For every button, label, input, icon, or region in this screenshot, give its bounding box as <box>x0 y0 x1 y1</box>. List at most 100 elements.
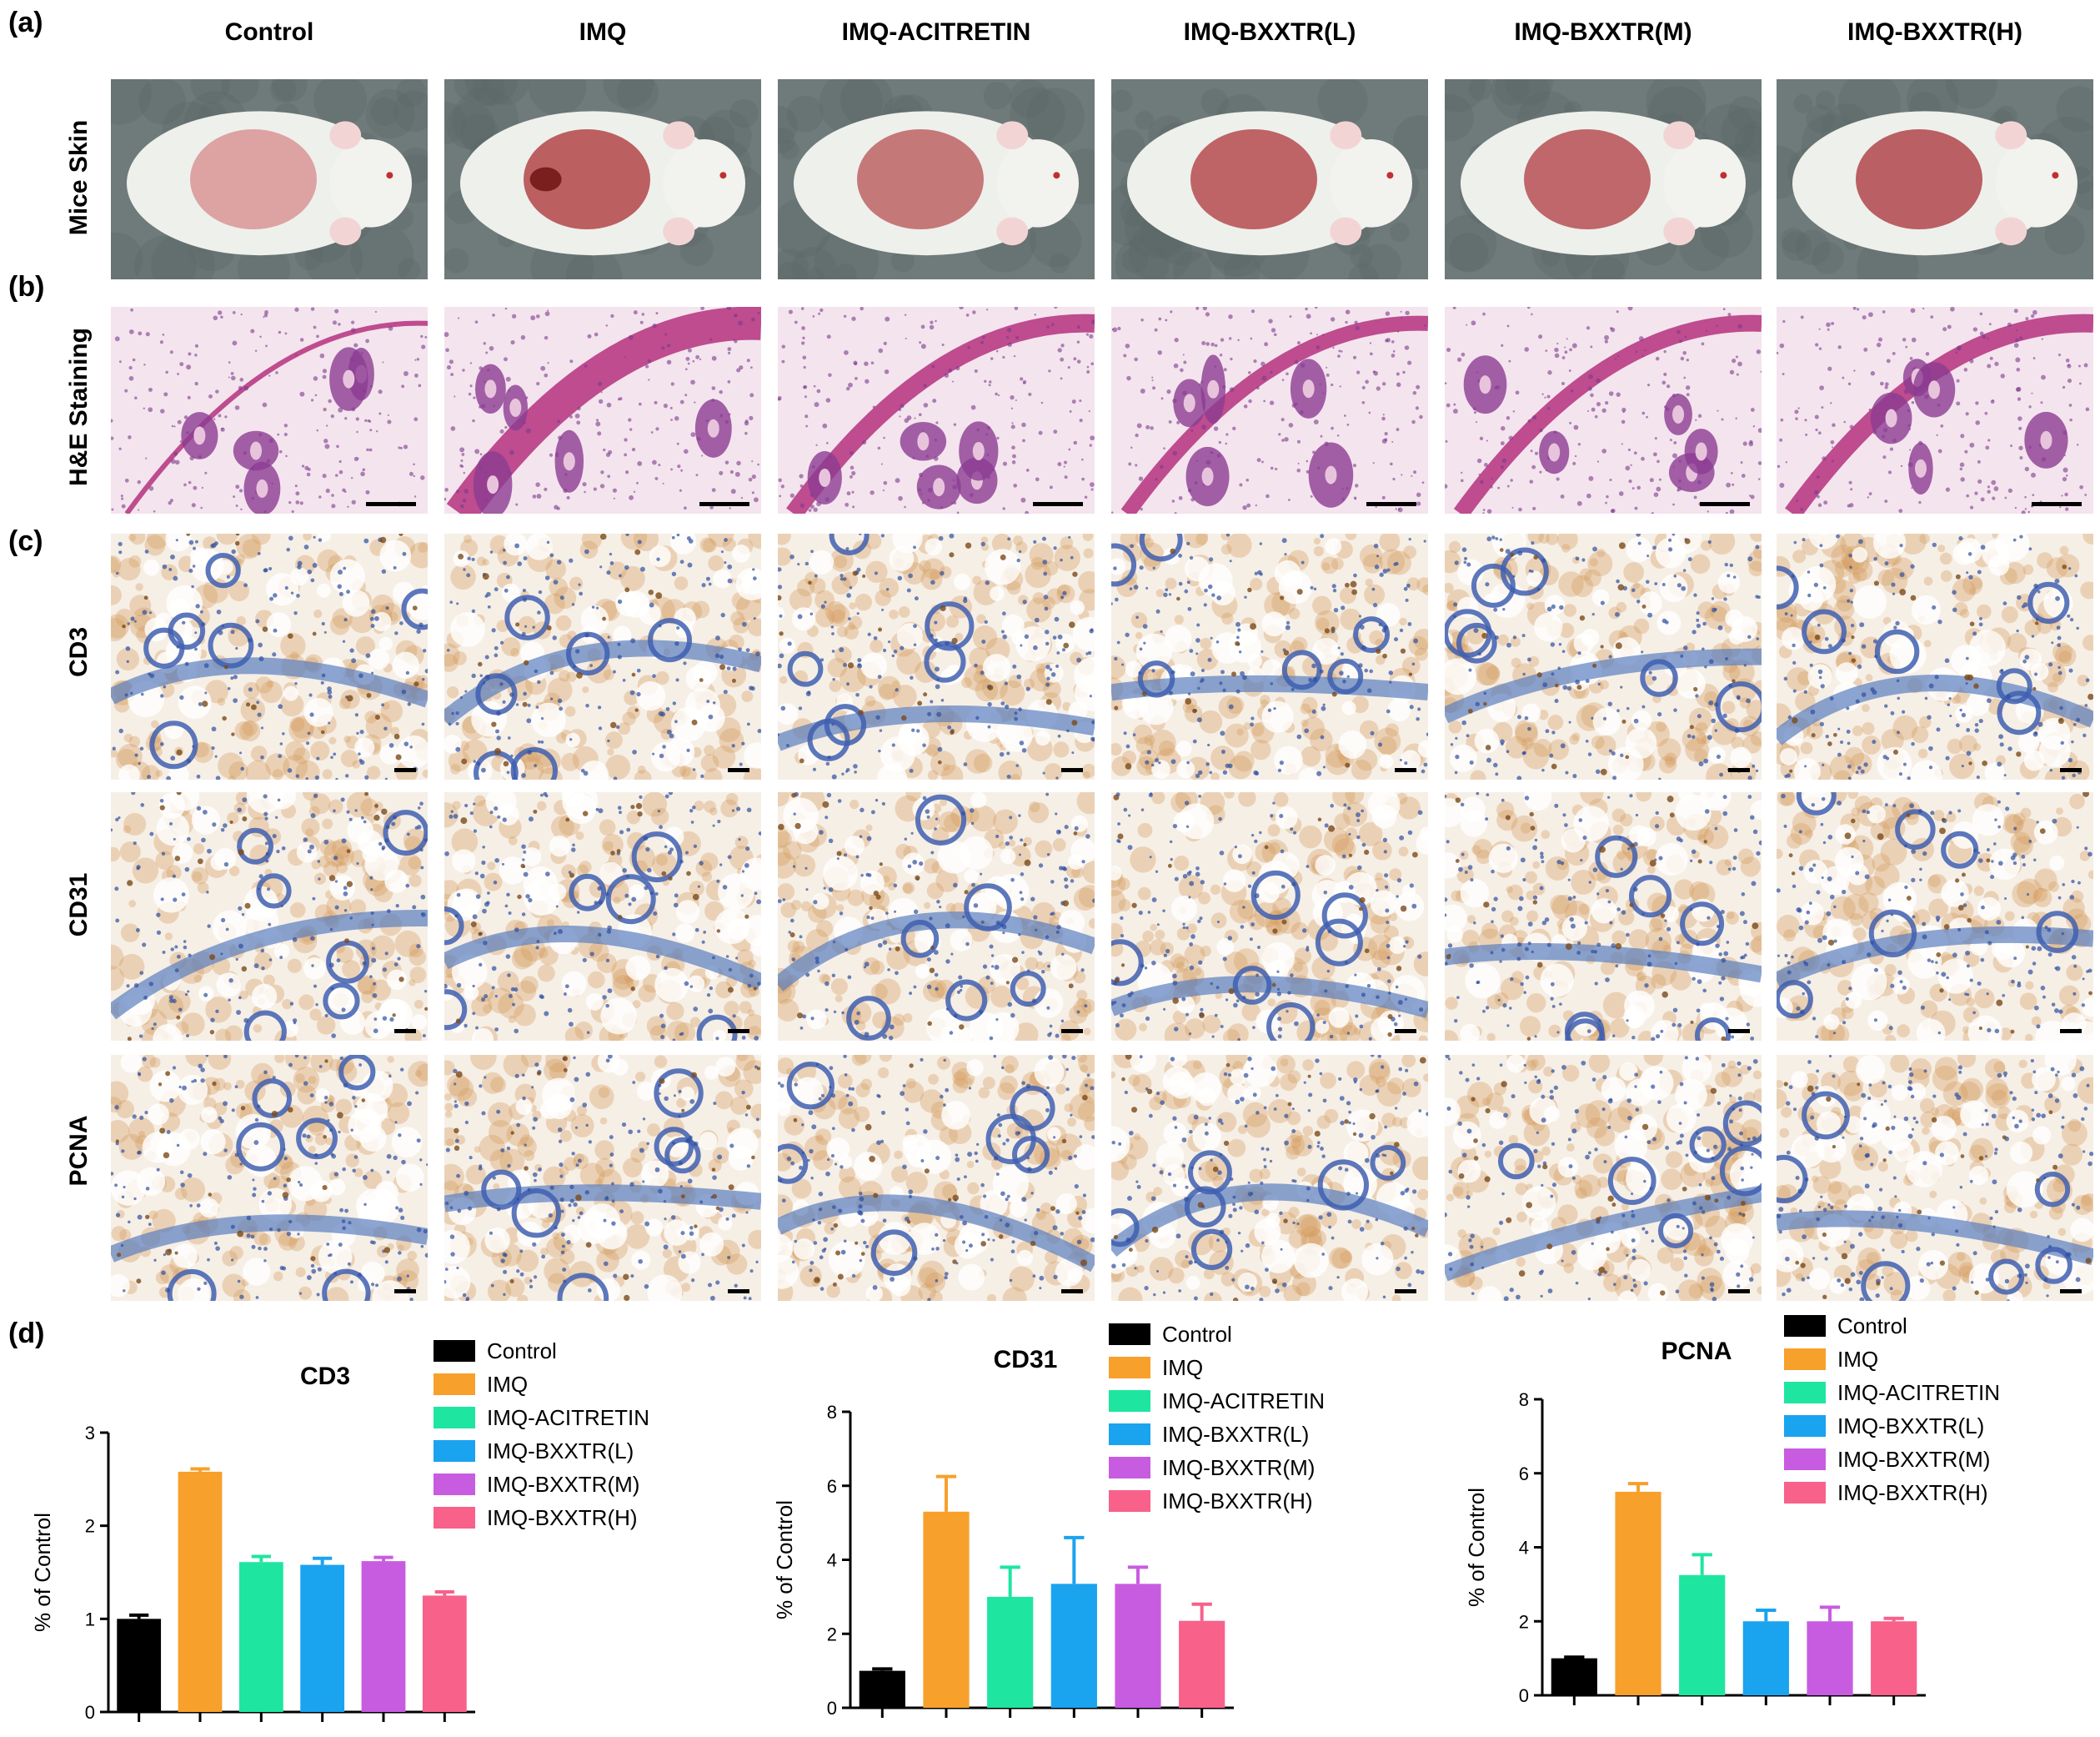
legend-label: IMQ-BXXTR(M) <box>1837 1447 1990 1473</box>
legend-item: IMQ <box>434 1368 649 1401</box>
mouse-photo <box>111 79 428 279</box>
mouse-photo <box>1777 79 2093 279</box>
cd31-ihc-micrograph <box>111 792 428 1041</box>
y-tick-label: 4 <box>827 1550 837 1571</box>
legend-swatch <box>1784 1448 1826 1470</box>
cd31-ihc-micrograph <box>444 792 761 1041</box>
row-label-pcna: PCNA <box>65 1115 93 1186</box>
y-tick-label: 0 <box>1519 1685 1529 1706</box>
legend-swatch <box>434 1340 475 1362</box>
column-header-4: IMQ-BXXTR(M) <box>1445 18 1762 47</box>
legend-label: IMQ-ACITRETIN <box>1162 1388 1325 1414</box>
cd31-ihc-micrograph <box>778 792 1095 1041</box>
scale-bar <box>2060 1029 2082 1033</box>
legend-item: Control <box>434 1334 649 1368</box>
legend-swatch <box>1784 1315 1826 1337</box>
scale-bar <box>1728 1289 1750 1293</box>
legend-swatch <box>1784 1382 1826 1403</box>
cd31-ihc-micrograph <box>1111 792 1428 1041</box>
cd3-ihc-micrograph <box>444 534 761 780</box>
y-tick-label: 0 <box>827 1698 837 1719</box>
mouse-photo <box>444 79 761 279</box>
scale-bar <box>1700 502 1750 506</box>
legend-label: IMQ-BXXTR(M) <box>487 1472 639 1498</box>
mouse-photo <box>778 79 1095 279</box>
y-tick-label: 2 <box>1519 1611 1529 1632</box>
y-tick-label: 6 <box>827 1476 837 1497</box>
legend-label: IMQ-BXXTR(H) <box>1162 1488 1313 1514</box>
legend-item: Control <box>1109 1318 1325 1351</box>
legend-label: IMQ-BXXTR(L) <box>487 1438 634 1464</box>
chart-title: CD31 <box>994 1346 1058 1373</box>
pcna-ihc-micrograph <box>444 1055 761 1301</box>
scale-bar <box>2032 502 2082 506</box>
legend-label: Control <box>487 1338 557 1364</box>
legend-swatch <box>434 1407 475 1428</box>
legend-swatch <box>1109 1323 1150 1345</box>
scale-bar <box>1061 768 1083 772</box>
he-stain-micrograph <box>444 307 761 514</box>
he-stain-micrograph <box>1445 307 1762 514</box>
bar-imq-bxxtr(m) <box>1807 1621 1852 1695</box>
scale-bar <box>1366 502 1416 506</box>
row-label-he-staining: H&E Staining <box>65 328 93 486</box>
legend-item: IMQ-BXXTR(H) <box>434 1501 649 1534</box>
y-tick-label: 8 <box>1519 1389 1529 1410</box>
scale-bar <box>728 1289 749 1293</box>
legend-swatch <box>1109 1490 1150 1512</box>
legend-item: IMQ-BXXTR(H) <box>1109 1484 1325 1518</box>
legend-item: IMQ <box>1109 1351 1325 1384</box>
legend-item: Control <box>1784 1309 2000 1343</box>
mouse-photo <box>1111 79 1428 279</box>
pcna-ihc-micrograph <box>1777 1055 2093 1301</box>
legend-item: IMQ-ACITRETIN <box>434 1401 649 1434</box>
legend-swatch <box>1784 1348 1826 1370</box>
legend-label: IMQ-ACITRETIN <box>487 1405 649 1431</box>
he-stain-micrograph <box>111 307 428 514</box>
legend-item: IMQ-ACITRETIN <box>1109 1384 1325 1418</box>
chart-legend: Control IMQ IMQ-ACITRETIN IMQ-BXXTR(L) IMQ-B… <box>434 1334 649 1534</box>
y-tick-label: 4 <box>1519 1538 1529 1559</box>
legend-item: IMQ-ACITRETIN <box>1784 1376 2000 1409</box>
legend-swatch <box>434 1440 475 1462</box>
legend-label: IMQ <box>1162 1355 1203 1381</box>
legend-label: IMQ-BXXTR(H) <box>487 1505 638 1531</box>
chart-title: PCNA <box>1661 1338 1732 1365</box>
bar-imq-bxxtr(l) <box>1743 1621 1789 1695</box>
y-tick-label: 1 <box>85 1609 95 1629</box>
bar-imq <box>1615 1492 1661 1695</box>
legend-item: IMQ-BXXTR(M) <box>1784 1443 2000 1476</box>
panel-label-b: (b) <box>8 271 44 304</box>
legend-label: IMQ-ACITRETIN <box>1837 1380 2000 1406</box>
row-label-cd3: CD3 <box>65 627 93 677</box>
legend-item: IMQ-BXXTR(L) <box>434 1434 649 1468</box>
bar-imq-acitretin <box>987 1597 1033 1708</box>
cd31-ihc-micrograph <box>1445 792 1762 1041</box>
legend-swatch <box>1784 1482 1826 1504</box>
cd3-ihc-micrograph <box>778 534 1095 780</box>
bar-imq-bxxtr(m) <box>1115 1584 1160 1708</box>
legend-swatch <box>434 1507 475 1529</box>
pcna-ihc-micrograph <box>1445 1055 1762 1301</box>
panel-label-c: (c) <box>8 525 43 558</box>
bar-imq-bxxtr(m) <box>362 1561 406 1712</box>
y-axis-label: % of Control <box>30 1513 55 1632</box>
column-header-3: IMQ-BXXTR(L) <box>1111 18 1428 47</box>
bar-imq-bxxtr(h) <box>423 1595 467 1712</box>
bar-imq-bxxtr(l) <box>1051 1584 1097 1708</box>
row-label-cd31: CD31 <box>65 873 93 937</box>
bar-control <box>1551 1659 1597 1695</box>
y-tick-label: 0 <box>85 1702 95 1723</box>
cd3-ihc-micrograph <box>1111 534 1428 780</box>
y-tick-label: 8 <box>827 1402 837 1423</box>
bar-imq <box>178 1472 223 1712</box>
legend-item: IMQ-BXXTR(M) <box>1109 1451 1325 1484</box>
legend-label: IMQ-BXXTR(L) <box>1837 1413 1984 1439</box>
scale-bar <box>1061 1289 1083 1293</box>
scale-bar <box>394 1289 416 1293</box>
legend-item: IMQ <box>1784 1343 2000 1376</box>
legend-swatch <box>1109 1423 1150 1445</box>
legend-item: IMQ-BXXTR(H) <box>1784 1476 2000 1509</box>
